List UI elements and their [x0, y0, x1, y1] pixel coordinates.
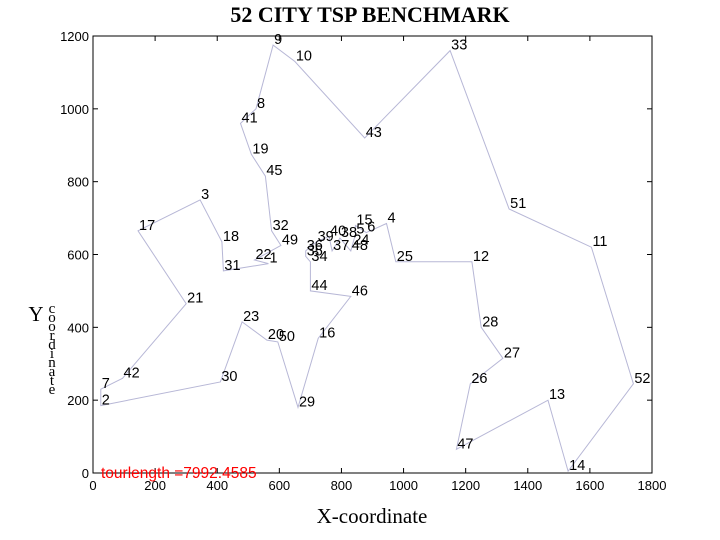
city-label-27: 27 — [504, 345, 520, 361]
city-label-51: 51 — [510, 196, 526, 212]
x-axis-label: X-coordinate — [317, 504, 428, 528]
city-label-45: 45 — [266, 163, 282, 179]
axis-ticks: 0 200 400 600 800 1000 1200 1400 1600 18000200400… — [60, 29, 666, 493]
city-label-10: 10 — [296, 48, 312, 64]
city-label-12: 12 — [473, 249, 489, 265]
city-label-33: 33 — [451, 38, 467, 54]
y-axis-label-letter: d — [48, 337, 56, 353]
y-tick-label: 1200 — [60, 29, 89, 44]
x-tick-label: 1000 — [389, 478, 418, 493]
y-axis-label: Y — [28, 302, 43, 326]
tour-path — [100, 44, 634, 473]
city-label-7: 7 — [102, 376, 110, 392]
x-tick-label: 1400 — [513, 478, 542, 493]
y-axis-label-letter: e — [49, 382, 56, 398]
tour-length-annotation: tourlength =7992.4585 — [101, 465, 257, 482]
x-tick-label: 1800 — [638, 478, 667, 493]
y-axis-label-letter: o — [48, 319, 56, 335]
city-label-17: 17 — [139, 218, 155, 234]
x-tick-label: 0 — [89, 478, 96, 493]
city-label-48: 48 — [352, 238, 368, 254]
city-label-16: 16 — [319, 325, 335, 341]
city-label-8: 8 — [257, 96, 265, 112]
city-label-21: 21 — [187, 291, 203, 307]
city-label-49: 49 — [282, 232, 298, 248]
city-label-44: 44 — [311, 278, 327, 294]
city-label-2: 2 — [102, 393, 110, 409]
city-label-39: 39 — [318, 229, 334, 245]
city-label-20: 20 — [268, 327, 284, 343]
city-label-9: 9 — [274, 32, 282, 48]
x-tick-label: 400 — [206, 478, 228, 493]
city-label-5: 5 — [356, 221, 364, 237]
city-label-46: 46 — [352, 283, 368, 299]
y-tick-label: 400 — [67, 320, 89, 335]
plot-frame — [92, 35, 653, 474]
city-label-38: 38 — [341, 225, 357, 241]
city-label-50: 50 — [279, 329, 295, 345]
city-label-43: 43 — [366, 125, 382, 141]
x-tick-label: 600 — [268, 478, 290, 493]
city-label-18: 18 — [223, 229, 239, 245]
x-tick-label: 200 — [144, 478, 166, 493]
city-label-29: 29 — [299, 394, 315, 410]
city-label-14: 14 — [569, 458, 585, 474]
city-label-42: 42 — [124, 365, 140, 381]
tour-polyline — [100, 44, 634, 473]
city-label-26: 26 — [471, 371, 487, 387]
y-axis-label-letter: a — [49, 364, 56, 380]
chart-title: 52 CITY TSP BENCHMARK — [230, 2, 509, 27]
y-axis-label-vertical: coordinate — [48, 301, 56, 398]
city-label-25: 25 — [397, 249, 413, 265]
y-tick-label: 600 — [67, 248, 89, 263]
city-label-31: 31 — [224, 258, 240, 274]
city-label-15: 15 — [356, 212, 372, 228]
y-axis-label-letter: o — [48, 310, 56, 326]
city-label-37: 37 — [333, 238, 349, 254]
city-label-3: 3 — [201, 187, 209, 203]
city-label-35: 35 — [307, 243, 323, 259]
y-axis-label-letter: c — [49, 301, 56, 317]
city-label-4: 4 — [387, 211, 395, 227]
y-tick-label: 0 — [82, 466, 89, 481]
city-label-41: 41 — [242, 110, 258, 126]
city-label-24: 24 — [353, 232, 369, 248]
city-label-36: 36 — [307, 238, 323, 254]
city-label-23: 23 — [243, 309, 259, 325]
city-label-13: 13 — [549, 387, 565, 403]
y-axis-label-letter: r — [50, 328, 55, 344]
city-label-40: 40 — [330, 223, 346, 239]
y-tick-label: 200 — [67, 393, 89, 408]
x-tick-label: 1600 — [575, 478, 604, 493]
x-tick-label: 800 — [331, 478, 353, 493]
y-tick-label: 800 — [67, 175, 89, 190]
city-label-11: 11 — [592, 234, 607, 250]
city-label-28: 28 — [482, 314, 498, 330]
city-label-32: 32 — [273, 218, 289, 234]
y-axis-label-letter: t — [50, 373, 55, 389]
x-tick-label: 1200 — [451, 478, 480, 493]
city-label-19: 19 — [252, 141, 268, 157]
city-label-30: 30 — [221, 369, 237, 385]
y-tick-label: 1000 — [60, 102, 89, 117]
y-axis-label-letter: n — [48, 355, 56, 371]
city-label-1: 1 — [269, 251, 277, 267]
city-label-34: 34 — [311, 249, 327, 265]
city-label-22: 22 — [255, 247, 271, 263]
y-axis-label-letter: i — [50, 346, 54, 362]
city-label-52: 52 — [634, 371, 650, 387]
city-label-47: 47 — [457, 436, 473, 452]
city-label-6: 6 — [367, 220, 375, 236]
